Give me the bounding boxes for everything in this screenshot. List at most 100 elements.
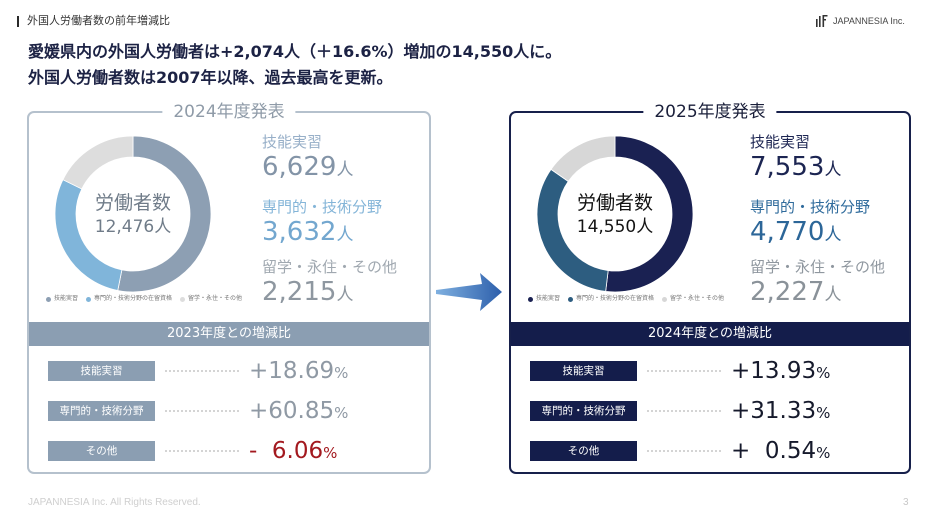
- comparison-row-label: 技能実習: [530, 361, 637, 381]
- technical-intern-segment: [605, 135, 694, 293]
- comparison-row: 専門的・技術分野 +60.85%: [29, 398, 429, 424]
- stat-technical-intern: 技能実習 7,553人: [750, 132, 841, 185]
- change-unit: %: [816, 364, 831, 382]
- donut-chart: [536, 135, 694, 293]
- change-unit: %: [334, 404, 349, 422]
- chart-legend: 技能実習 専門的・技術分野の在留資格 留学・永住・その他: [528, 295, 724, 303]
- donut-center: 労働者数 14,550人: [530, 129, 700, 299]
- page-number: 3: [903, 497, 909, 508]
- headline-line-2: 外国人労働者数は2007年以降、過去最高を更新。: [28, 68, 393, 87]
- legend-dot: [46, 296, 51, 302]
- section-title: 外国人労働者数の前年増減比: [27, 14, 170, 27]
- comparison-row: 技能実習 +13.93%: [511, 358, 909, 384]
- stat-specialist: 専門的・技術分野 3,632人: [262, 197, 382, 250]
- stat-number: 7,553: [750, 152, 825, 182]
- footer-copyright: JAPANNESIA Inc. All Rights Reserved.: [28, 497, 201, 508]
- stat-value: 3,632人: [262, 217, 382, 250]
- legend-dot: [528, 296, 533, 302]
- legend-item: 留学・永住・その他: [662, 295, 724, 303]
- comparison-row-label: その他: [48, 441, 155, 461]
- panel-title: 2024年度発表: [162, 101, 296, 123]
- comparison-row-value: +31.33%: [731, 394, 830, 430]
- technical-intern-segment: [117, 135, 212, 293]
- legend-item: 専門的・技術分野の在留資格: [86, 295, 172, 303]
- stat-specialist: 専門的・技術分野 4,770人: [750, 197, 870, 250]
- other-segment: [62, 135, 134, 190]
- donut-center-label: 労働者数: [94, 191, 171, 214]
- legend-label: 技能実習: [536, 295, 561, 302]
- change-number: +31.33: [731, 398, 817, 424]
- legend-item: 技能実習: [46, 295, 78, 303]
- change-number: - 6.06: [249, 438, 324, 464]
- comparison-row-value: +18.69%: [249, 354, 348, 390]
- stat-number: 3,632: [262, 217, 337, 247]
- logo-text: JAPANNESIA Inc.: [833, 16, 905, 26]
- other-segment: [550, 135, 616, 182]
- stat-label: 留学・永住・その他: [750, 258, 886, 276]
- legend-dot: [86, 296, 92, 302]
- legend-label: 専門的・技術分野の在留資格: [576, 295, 655, 302]
- stat-value: 2,227人: [750, 277, 885, 310]
- comparison-header: 2024年度との増減比: [511, 322, 909, 346]
- stat-value: 2,215人: [262, 277, 397, 310]
- stat-value: 4,770人: [750, 217, 870, 250]
- change-unit: %: [816, 444, 831, 462]
- change-number: +18.69: [249, 358, 335, 384]
- headline: 愛媛県内の外国人労働者は+2,074人（＋16.6%）増加の14,550人に。 …: [28, 39, 561, 91]
- comparison-row-value: +13.93%: [731, 354, 830, 390]
- stat-unit: 人: [824, 225, 842, 245]
- stat-unit: 人: [824, 285, 842, 305]
- stat-technical-intern: 技能実習 6,629人: [262, 132, 353, 185]
- stat-number: 2,215: [262, 277, 337, 307]
- dotted-leader: [165, 410, 239, 412]
- stat-value: 7,553人: [750, 152, 841, 185]
- legend-dot: [568, 296, 574, 302]
- dotted-leader: [647, 370, 721, 372]
- comparison-row-label: 専門的・技術分野: [530, 401, 637, 421]
- change-unit: %: [323, 444, 338, 462]
- stat-value: 6,629人: [262, 152, 353, 185]
- dotted-leader: [647, 410, 721, 412]
- headline-line-1: 愛媛県内の外国人労働者は+2,074人（＋16.6%）増加の14,550人に。: [28, 42, 562, 61]
- dotted-leader: [165, 450, 239, 452]
- company-logo: JAPANNESIA Inc.: [816, 13, 905, 29]
- legend-dot: [180, 296, 186, 302]
- logo-mark-icon: [816, 15, 828, 27]
- dotted-leader: [165, 370, 239, 372]
- change-number: +60.85: [249, 398, 335, 424]
- comparison-row-value: +60.85%: [249, 394, 348, 430]
- donut-center-value: 14,550人: [576, 216, 654, 237]
- legend-label: 技能実習: [54, 295, 79, 302]
- stat-unit: 人: [336, 285, 354, 305]
- panel-title: 2025年度発表: [643, 101, 777, 123]
- comparison-row-label: 専門的・技術分野: [48, 401, 155, 421]
- legend-item: 技能実習: [528, 295, 560, 303]
- stat-label: 技能実習: [750, 133, 811, 151]
- dotted-leader: [647, 450, 721, 452]
- stat-unit: 人: [824, 160, 842, 180]
- comparison-row-value: - 6.06%: [249, 434, 337, 470]
- donut-center-label: 労働者数: [576, 191, 653, 214]
- panel-2025: 2025年度発表 労働者数 14,550人 技能実習 専門的・技術分野の在留資格…: [509, 101, 911, 474]
- comparison-header: 2023年度との増減比: [29, 322, 429, 346]
- stat-number: 2,227: [750, 277, 825, 307]
- stat-unit: 人: [336, 225, 354, 245]
- stat-number: 6,629: [262, 152, 337, 182]
- stat-label: 技能実習: [262, 133, 323, 151]
- comparison-row: その他 - 6.06%: [29, 438, 429, 464]
- stat-label: 留学・永住・その他: [262, 258, 398, 276]
- legend-label: 留学・永住・その他: [670, 295, 725, 302]
- comparison-row: 技能実習 +18.69%: [29, 358, 429, 384]
- change-number: +13.93: [731, 358, 817, 384]
- stat-label: 専門的・技術分野: [750, 198, 871, 216]
- comparison-row: 専門的・技術分野 +31.33%: [511, 398, 909, 424]
- donut-chart: [54, 135, 212, 293]
- comparison-row-label: その他: [530, 441, 637, 461]
- comparison-row: その他 + 0.54%: [511, 438, 909, 464]
- section-marker: [17, 16, 19, 27]
- donut-center: 労働者数 12,476人: [48, 129, 218, 299]
- stat-other: 留学・永住・その他 2,215人: [262, 257, 397, 310]
- stat-label: 専門的・技術分野: [262, 198, 383, 216]
- panel-2024: 2024年度発表 労働者数 12,476人 技能実習 専門的・技術分野の在留資格…: [27, 101, 431, 474]
- change-unit: %: [334, 364, 349, 382]
